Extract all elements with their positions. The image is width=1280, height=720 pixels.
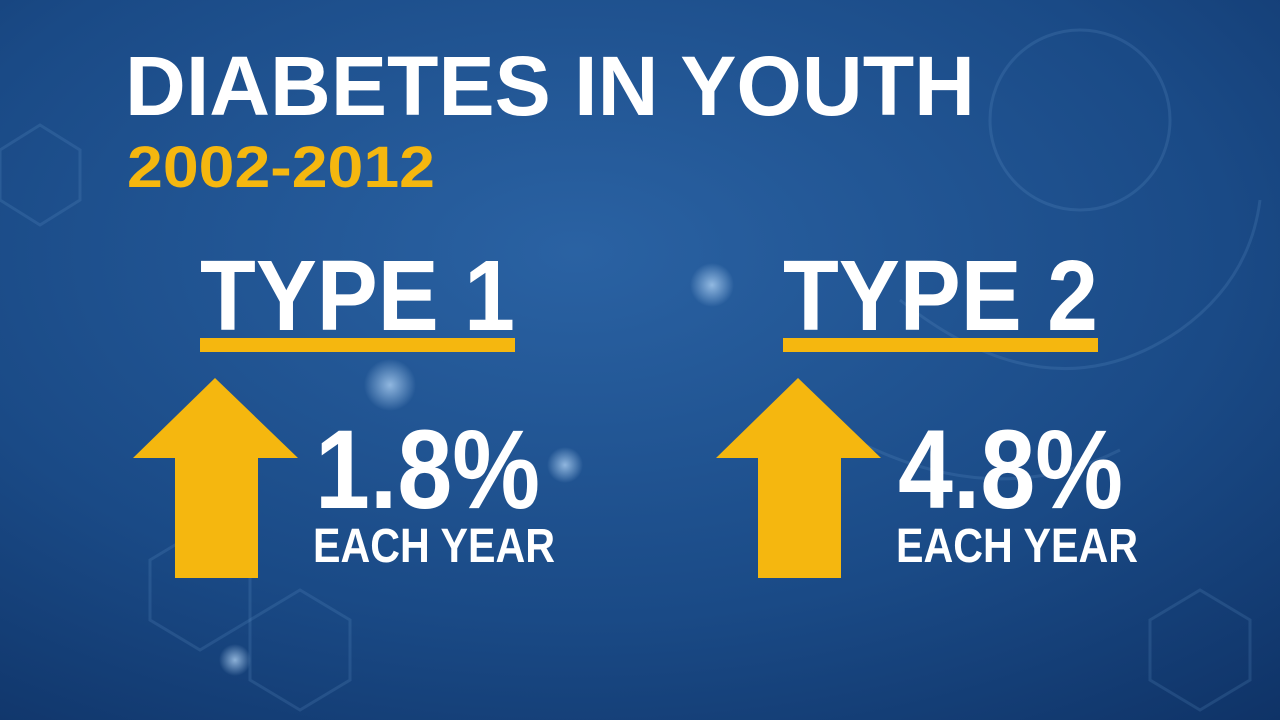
glow [219,644,251,676]
rate-value: 1.8% [315,407,540,532]
rate-caption: EACH YEAR [896,520,1138,573]
label-underline [783,338,1098,352]
glow [547,447,583,483]
rate-caption: EACH YEAR [313,520,555,573]
up-arrow [133,378,298,578]
glow [690,263,734,307]
panel-label: TYPE 1 [200,240,515,352]
subtitle: 2002-2012 [127,135,435,200]
glow [364,359,416,411]
label-underline [200,338,515,352]
panel-label: TYPE 2 [783,240,1098,352]
rate-value: 4.8% [898,407,1123,532]
title: DIABETES IN YOUTH [125,39,975,133]
up-arrow [716,378,881,578]
